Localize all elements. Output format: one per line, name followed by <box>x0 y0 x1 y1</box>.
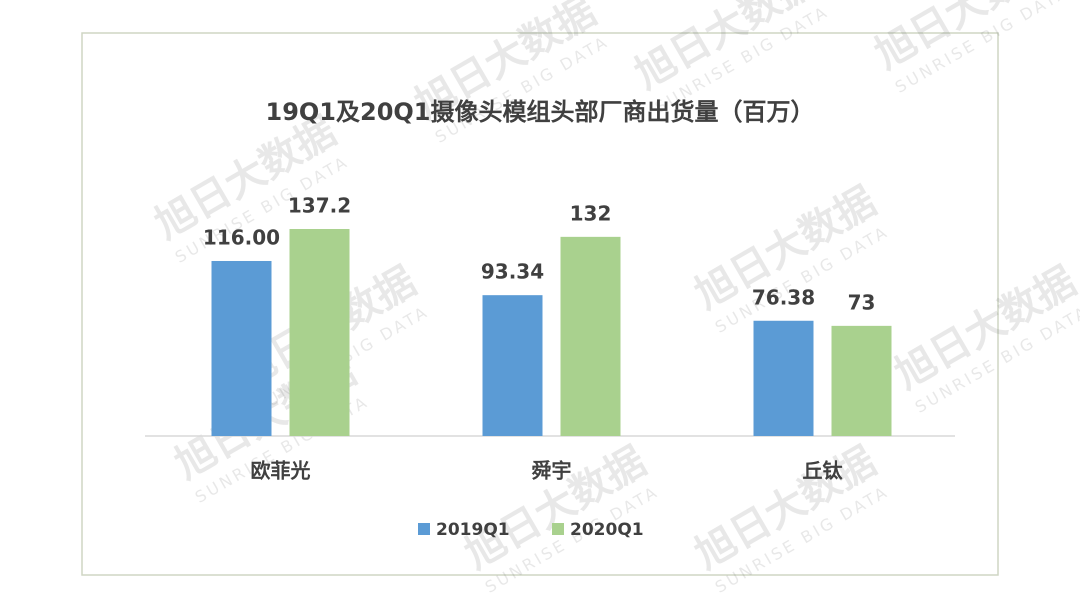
x-tick-label: 欧菲光 <box>251 459 311 483</box>
legend-swatch <box>552 523 564 535</box>
bar <box>561 237 621 436</box>
bar <box>212 261 272 436</box>
data-label: 73 <box>848 290 876 314</box>
data-label: 116.00 <box>203 225 280 249</box>
legend-swatch <box>418 523 430 535</box>
bar <box>754 321 814 436</box>
x-tick-label: 丘钛 <box>803 459 844 483</box>
data-label: 137.2 <box>288 194 351 218</box>
data-label: 93.34 <box>481 260 544 284</box>
data-label: 132 <box>570 201 612 225</box>
data-label: 76.38 <box>752 285 815 309</box>
legend-label: 2019Q1 <box>436 520 510 540</box>
bar <box>483 295 543 436</box>
legend-label: 2020Q1 <box>570 520 644 540</box>
x-tick-label: 舜宇 <box>532 459 572 483</box>
bar <box>832 326 892 436</box>
bar <box>290 229 350 436</box>
chart-title: 19Q1及20Q1摄像头模组头部厂商出货量（百万） <box>266 98 815 126</box>
